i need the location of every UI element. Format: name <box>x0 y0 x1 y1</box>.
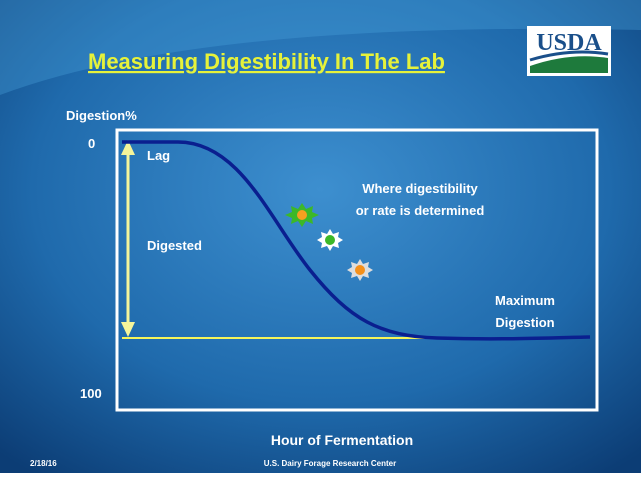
digestion-curve <box>122 140 591 341</box>
footer-date: 2/18/16 <box>30 459 57 468</box>
maximum-label: Maximum <box>495 293 555 308</box>
swoosh <box>0 0 641 95</box>
y-top-label: 0 <box>88 136 95 151</box>
title: Measuring Digestibility In The Lab <box>88 49 445 74</box>
where-label: or rate is determined <box>356 203 485 218</box>
maximum-label: Digestion <box>495 315 554 330</box>
stars <box>285 203 373 281</box>
plot-box <box>115 128 599 412</box>
footer-center: U.S. Dairy Forage Research Center <box>264 459 397 468</box>
x-axis-label: Hour of Fermentation <box>271 432 413 448</box>
y-bottom-label: 100 <box>80 386 102 401</box>
lag-label: Lag <box>147 148 170 163</box>
where-label: Where digestibility <box>362 181 478 196</box>
usda-logo: USDA <box>527 26 611 76</box>
y-axis-label: Digestion% <box>66 108 137 123</box>
digested-label: Digested <box>147 238 202 253</box>
digested-arrow <box>121 140 135 337</box>
